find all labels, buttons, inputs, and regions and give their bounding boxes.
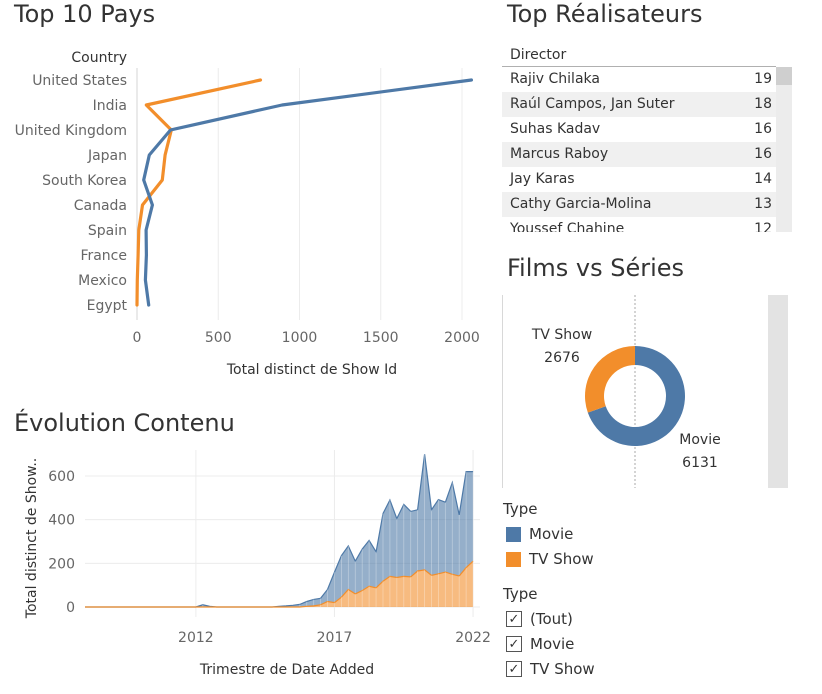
director-count: 16 (754, 121, 772, 137)
x-tick-label: 2012 (178, 630, 214, 646)
filter-option-movie[interactable]: ✓ Movie (506, 635, 574, 653)
country-label: Canada (74, 198, 127, 214)
director-name: Youssef Chahine (510, 221, 625, 232)
filter-label-tv-show: TV Show (530, 660, 595, 678)
area-tv-show[interactable] (85, 561, 474, 607)
filter-label-movie: Movie (530, 635, 575, 653)
filter-option-all[interactable]: ✓ (Tout) (506, 610, 573, 628)
directors-scrollbar-thumb[interactable] (776, 67, 792, 85)
top-countries-title: Top 10 Pays (14, 0, 156, 28)
y-axis-header: Country (71, 50, 127, 66)
x-tick-label: 1000 (282, 330, 318, 346)
type-filter-title: Type (503, 585, 538, 603)
director-count: 16 (754, 146, 772, 162)
country-label: United Kingdom (15, 123, 127, 139)
area-line-tv-show (85, 560, 474, 608)
country-label: France (80, 248, 127, 264)
area-movie[interactable] (85, 454, 474, 607)
legend-item-tv-show[interactable]: TV Show (506, 550, 594, 568)
directors-header-divider (502, 66, 776, 67)
y-axis-title: Total distinct de Show.. (24, 458, 40, 619)
directors-column-header[interactable]: Director (510, 47, 567, 63)
directors-scrollbar[interactable] (776, 67, 792, 232)
donut-panel-border (502, 295, 503, 488)
y-tick-label: 200 (48, 556, 75, 572)
director-row[interactable]: Cathy Garcia-Molina 13 (502, 192, 776, 217)
country-label: United States (32, 73, 127, 89)
filter-checkbox-tv-show[interactable]: ✓ (506, 661, 522, 677)
legend-item-movie[interactable]: Movie (506, 525, 573, 543)
director-name: Rajiv Chilaka (510, 71, 600, 87)
director-name: Cathy Garcia-Molina (510, 196, 652, 212)
director-count: 13 (754, 196, 772, 212)
director-row[interactable]: Youssef Chahine 12 (502, 217, 776, 232)
legend-swatch-movie (506, 526, 521, 542)
director-name: Marcus Raboy (510, 146, 609, 162)
country-label: South Korea (42, 173, 127, 189)
evolution-title: Évolution Contenu (14, 409, 235, 437)
legend-swatch-tv-show (506, 551, 521, 567)
x-tick-label: 500 (205, 330, 232, 346)
filter-option-tv-show[interactable]: ✓ TV Show (506, 660, 595, 678)
x-tick-label: 2022 (455, 630, 491, 646)
director-name: Jay Karas (510, 171, 575, 187)
donut-slice-tv-show[interactable] (585, 346, 635, 413)
donut-value-movie: 6131 (682, 455, 718, 471)
director-row[interactable]: Raúl Campos, Jan Suter 18 (502, 92, 776, 117)
country-label: India (93, 98, 127, 114)
x-axis-title: Trimestre de Date Added (199, 662, 374, 678)
x-axis-title: Total distinct de Show Id (226, 362, 397, 378)
evolution-chart[interactable]: 0 200 400 600 2012 2017 2022 Trimestre de Date … (0, 440, 495, 690)
top-countries-chart[interactable]: Country United States India United Kingdom J… (0, 40, 490, 390)
directors-table[interactable]: Director Rajiv Chilaka 19 Raúl Campos, Jan… (502, 44, 792, 232)
x-tick-label: 0 (133, 330, 142, 346)
x-tick-label: 2017 (317, 630, 353, 646)
director-row[interactable]: Suhas Kadav 16 (502, 117, 776, 142)
filter-checkbox-movie[interactable]: ✓ (506, 636, 522, 652)
donut-label-tv-show: TV Show (531, 327, 592, 343)
legend-label-movie: Movie (529, 525, 574, 543)
series-line-tv-show[interactable] (135, 78, 263, 307)
country-label: Spain (88, 223, 127, 239)
donut-slice-movie[interactable] (587, 346, 685, 446)
donut-title: Films vs Séries (507, 254, 685, 282)
type-legend-title: Type (503, 500, 538, 518)
director-count: 19 (754, 71, 772, 87)
director-row[interactable]: Marcus Raboy 16 (502, 142, 776, 167)
y-tick-label: 0 (66, 600, 75, 616)
director-count: 12 (754, 221, 772, 232)
donut-scrollbar[interactable] (768, 295, 788, 488)
x-tick-label: 2000 (444, 330, 480, 346)
donut-label-movie: Movie (679, 432, 720, 448)
filter-checkbox-all[interactable]: ✓ (506, 611, 522, 627)
y-tick-label: 600 (48, 469, 75, 485)
legend-label-tv-show: TV Show (529, 550, 594, 568)
country-label: Japan (87, 148, 127, 164)
country-label: Egypt (87, 298, 128, 314)
director-row[interactable]: Rajiv Chilaka 19 (502, 67, 776, 92)
y-tick-label: 400 (48, 513, 75, 529)
donut-value-tv-show: 2676 (544, 350, 580, 366)
director-row[interactable]: Jay Karas 14 (502, 167, 776, 192)
country-label: Mexico (78, 273, 127, 289)
series-line-movie[interactable] (142, 78, 473, 307)
top-directors-title: Top Réalisateurs (507, 0, 703, 28)
director-count: 14 (754, 171, 772, 187)
director-name: Suhas Kadav (510, 121, 601, 137)
director-name: Raúl Campos, Jan Suter (510, 96, 675, 112)
x-tick-label: 1500 (363, 330, 399, 346)
filter-label-all: (Tout) (530, 610, 573, 628)
donut-chart[interactable]: TV Show 2676 Movie 6131 (502, 295, 768, 488)
donut-panel: TV Show 2676 Movie 6131 (502, 295, 788, 488)
director-count: 18 (754, 96, 772, 112)
